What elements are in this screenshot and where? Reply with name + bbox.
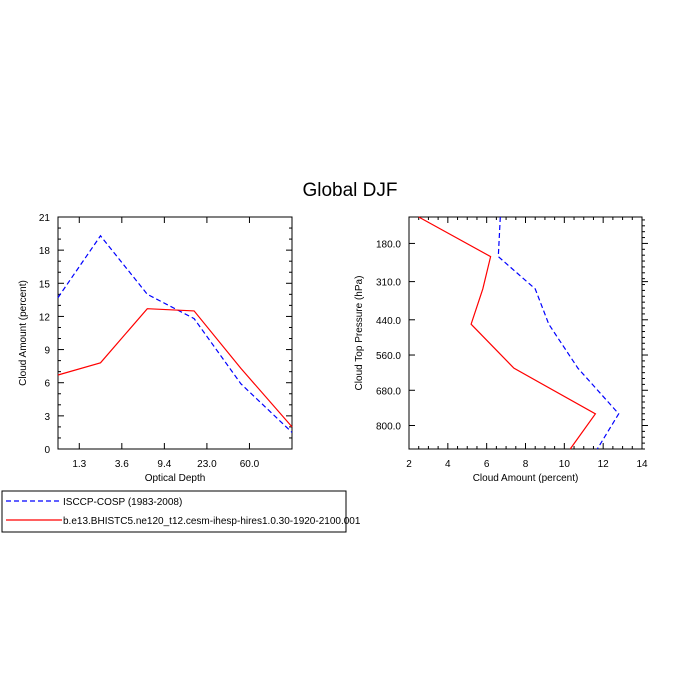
y-tick-label: 560.0 [376,351,401,362]
x-tick-label: 1.3 [72,459,86,470]
legend-label-model: b.e13.BHISTC5.ne120_t12.cesm-ihesp-hires… [63,516,361,527]
series-line-obs [57,234,293,433]
x-tick-label: 3.6 [115,459,129,470]
y-axis-label: Cloud Top Pressure (hPa) [354,276,365,391]
series-line-obs [497,216,620,450]
figure-title: Global DJF [302,180,397,201]
y-axis-label: Cloud Amount (percent) [18,280,29,386]
plot-frame [57,216,293,450]
y-tick-label: 18 [39,246,51,257]
legend-label-obs: ISCCP-COSP (1983-2008) [63,497,182,508]
x-tick-label: 10 [559,459,571,470]
x-tick-label: 2 [406,459,412,470]
x-tick-label: 6 [484,459,490,470]
y-tick-label: 310.0 [376,278,401,289]
x-tick-label: 9.4 [157,459,171,470]
chart-cloud-top-pressure: 2 4 6 8 10 12 14 180.0 310.0 440.0 560.0 680.0 800.0… [354,216,648,484]
x-tick-label: 8 [523,459,529,470]
legend: ISCCP-COSP (1983-2008) b.e13.BHISTC5.ne1… [1,490,361,533]
plot-frame [408,216,643,450]
x-tick-label: 12 [598,459,610,470]
series-line-model [418,216,597,450]
y-tick-label: 440.0 [376,316,401,327]
x-tick-label: 14 [636,459,648,470]
y-tick-label: 0 [44,445,50,456]
x-tick-label: 23.0 [197,459,217,470]
y-tick-label: 680.0 [376,386,401,397]
y-tick-label: 3 [44,412,50,423]
series-line-model [57,308,293,428]
x-axis-label: Cloud Amount (percent) [473,473,579,484]
x-axis-label: Optical Depth [145,473,206,484]
x-tick-label: 60.0 [240,459,260,470]
legend-box [1,490,347,533]
y-tick-label: 9 [44,346,50,357]
y-tick-label: 800.0 [376,422,401,433]
y-tick-label: 6 [44,379,50,390]
x-tick-label: 4 [445,459,451,470]
y-tick-label: 15 [39,279,51,290]
y-tick-label: 12 [39,312,51,323]
y-tick-label: 180.0 [376,239,401,250]
chart-optical-depth: 0 3 6 9 12 15 18 21 1.3 3.6 9.4 23.0 60.0 Optical Dep… [18,213,293,484]
y-tick-label: 21 [39,213,51,224]
